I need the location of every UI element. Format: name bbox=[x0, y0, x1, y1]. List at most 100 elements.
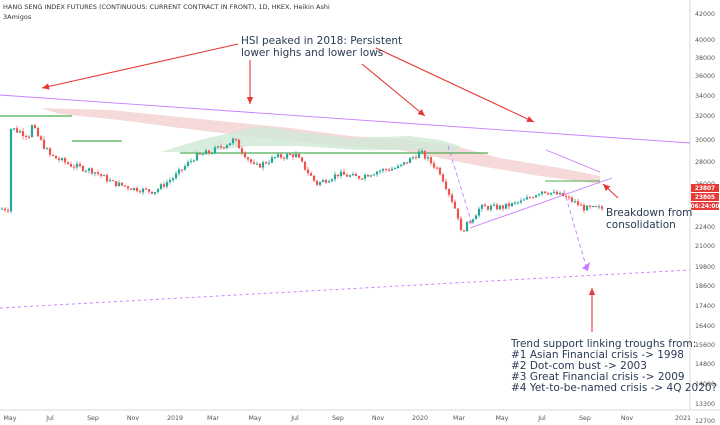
candle-body bbox=[582, 204, 586, 211]
arrow-to-2018-peak-head bbox=[42, 83, 50, 90]
candle-body bbox=[186, 161, 190, 167]
candle-body bbox=[117, 182, 121, 187]
candle-body bbox=[240, 148, 244, 153]
candle-body bbox=[339, 171, 343, 177]
annotation-top: HSI peaked in 2018: Persistent lower hig… bbox=[241, 35, 402, 59]
candle-body bbox=[486, 206, 490, 210]
candle-body bbox=[276, 154, 280, 158]
x-tick-label: Nov bbox=[372, 415, 385, 422]
candle-body bbox=[507, 203, 511, 207]
y-tick-label: 19800 bbox=[695, 264, 715, 271]
candle-body bbox=[543, 191, 547, 194]
candle-body bbox=[549, 192, 553, 195]
candle-body bbox=[204, 150, 208, 155]
candle-body bbox=[318, 181, 322, 185]
price-tags: 23807 23805 06:24:00 bbox=[691, 184, 719, 210]
annotation-top-line-1: HSI peaked in 2018: Persistent bbox=[241, 35, 402, 47]
candle-body bbox=[264, 162, 268, 164]
candle-body bbox=[438, 167, 442, 175]
price-tag-close-bg bbox=[691, 193, 719, 201]
candle-body bbox=[444, 181, 448, 190]
candle-body bbox=[237, 139, 241, 149]
candle-body bbox=[78, 163, 82, 166]
arrow-to-2020-peak-head bbox=[417, 109, 425, 116]
x-tick-label: Mar bbox=[453, 415, 465, 422]
candle-body bbox=[306, 169, 310, 174]
candle-body bbox=[54, 155, 58, 159]
candle-body bbox=[27, 136, 31, 138]
candle-body bbox=[42, 139, 46, 149]
annotation-bottom-line-5: #4 Yet-to-be-named crisis -> 4Q 2020? bbox=[511, 382, 717, 394]
candle-body bbox=[447, 189, 451, 195]
candle-body bbox=[87, 168, 91, 171]
candle-body bbox=[456, 208, 460, 219]
x-tick-label: Jul bbox=[290, 415, 299, 422]
x-tick-label: Mar bbox=[207, 415, 219, 422]
x-tick-label: May bbox=[3, 415, 16, 422]
candle-body bbox=[378, 170, 382, 172]
candle-body bbox=[213, 147, 217, 154]
projection-arrowhead bbox=[582, 262, 590, 271]
candle-body bbox=[255, 163, 259, 165]
x-tick-label: Jul bbox=[45, 415, 54, 422]
candle-body bbox=[570, 197, 574, 202]
x-tick-label: Nov bbox=[127, 415, 140, 422]
candle-body bbox=[222, 147, 226, 149]
arrow-to-resistance-head bbox=[526, 116, 534, 122]
candle-body bbox=[573, 201, 577, 203]
candle-body bbox=[30, 125, 34, 138]
candle-body bbox=[414, 157, 418, 159]
y-tick-label: 18600 bbox=[695, 283, 715, 290]
candle-body bbox=[576, 201, 580, 205]
candle-body bbox=[18, 131, 22, 133]
candle-body bbox=[303, 161, 307, 170]
candle-body bbox=[201, 154, 205, 156]
candle-body bbox=[597, 206, 601, 208]
candle-body bbox=[141, 188, 145, 193]
y-tick-label: 21000 bbox=[695, 243, 715, 250]
candle-body bbox=[252, 162, 256, 164]
candle-body bbox=[126, 186, 130, 189]
candle-body bbox=[72, 166, 76, 168]
y-tick-label: 40000 bbox=[695, 37, 715, 44]
candle-body bbox=[579, 204, 583, 206]
candle-body bbox=[39, 136, 43, 140]
candle-body bbox=[84, 170, 88, 172]
candle-body bbox=[417, 151, 421, 159]
candle-body bbox=[381, 168, 385, 171]
candle-body bbox=[249, 159, 253, 163]
candle-body bbox=[477, 208, 481, 216]
candle-body bbox=[177, 169, 181, 174]
candle-body bbox=[258, 163, 262, 168]
annotation-bottom-line-1: Trend support linking troughs from: bbox=[510, 338, 696, 350]
candle-body bbox=[471, 219, 475, 223]
candle-body bbox=[405, 162, 409, 164]
x-tick-label: 2021 bbox=[675, 415, 691, 422]
candle-body bbox=[228, 143, 232, 146]
y-tick-label: 22400 bbox=[695, 224, 715, 231]
x-tick-label: May bbox=[495, 415, 508, 422]
candle-body bbox=[0, 208, 4, 210]
time-axis[interactable]: May Jul Sep Nov 2019 Mar May Jul Sep Nov 2020 Mar Ma… bbox=[3, 415, 691, 422]
candle-body bbox=[399, 164, 403, 166]
candle-body bbox=[270, 157, 274, 163]
candle-body bbox=[33, 125, 37, 129]
candle-body bbox=[483, 204, 487, 207]
y-tick-label: 16400 bbox=[695, 323, 715, 330]
y-tick-label: 13300 bbox=[695, 401, 715, 408]
candle-body bbox=[159, 184, 163, 190]
candle-body bbox=[390, 168, 394, 171]
y-tick-label: 42000 bbox=[695, 11, 715, 18]
support-trendline bbox=[0, 269, 691, 309]
candle-body bbox=[66, 162, 70, 164]
candle-body bbox=[324, 180, 328, 183]
chart-title: HANG SENG INDEX FUTURES (CONTINUOUS: CUR… bbox=[3, 3, 330, 11]
candle-body bbox=[147, 189, 151, 192]
candle-body bbox=[450, 194, 454, 202]
candle-body bbox=[57, 158, 61, 161]
x-tick-label: May bbox=[248, 415, 261, 422]
candle-body bbox=[375, 171, 379, 175]
candle-body bbox=[120, 182, 124, 186]
